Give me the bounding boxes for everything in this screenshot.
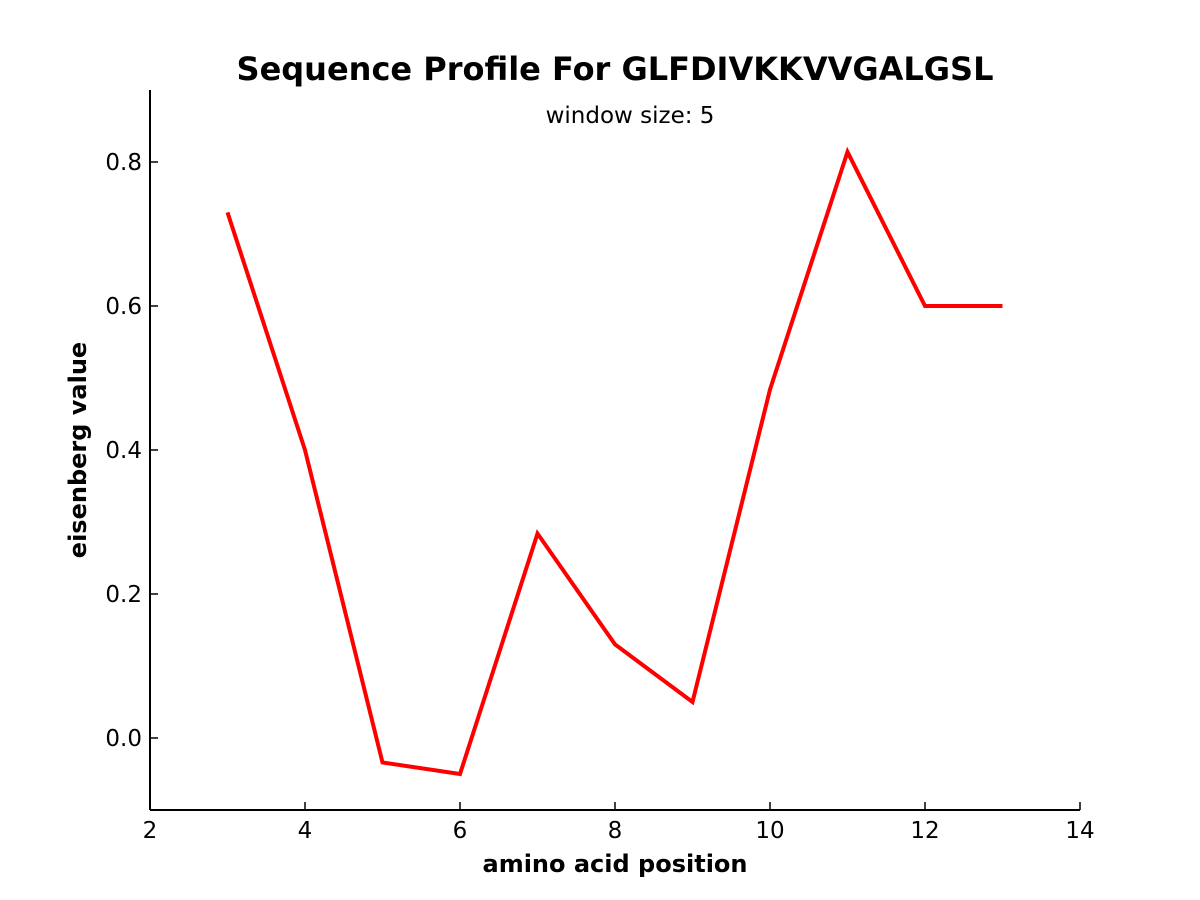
x-axis: 2 4 6 8 10 12 14 bbox=[143, 802, 1095, 844]
chart-title: Sequence Profile For GLFDIVKKVVGALGSL bbox=[237, 50, 994, 88]
chart-subtitle: window size: 5 bbox=[546, 103, 715, 129]
x-tick-label: 10 bbox=[755, 818, 784, 844]
y-axis: 0.0 0.2 0.4 0.6 0.8 bbox=[105, 90, 158, 810]
x-axis-label: amino acid position bbox=[483, 850, 748, 878]
y-tick-label: 0.0 bbox=[105, 726, 142, 752]
series-layer bbox=[225, 146, 1003, 777]
y-tick-label: 0.6 bbox=[105, 294, 142, 320]
series-line bbox=[225, 146, 1003, 777]
x-tick-label: 12 bbox=[910, 818, 939, 844]
y-axis-label: eisenberg value bbox=[64, 342, 92, 558]
x-tick-label: 2 bbox=[143, 818, 158, 844]
y-tick-label: 0.4 bbox=[105, 438, 142, 464]
x-tick-label: 4 bbox=[298, 818, 313, 844]
x-tick-label: 8 bbox=[608, 818, 623, 844]
x-tick-label: 14 bbox=[1065, 818, 1094, 844]
y-tick-label: 0.2 bbox=[105, 582, 142, 608]
y-tick-label: 0.8 bbox=[105, 150, 142, 176]
x-tick-label: 6 bbox=[453, 818, 468, 844]
